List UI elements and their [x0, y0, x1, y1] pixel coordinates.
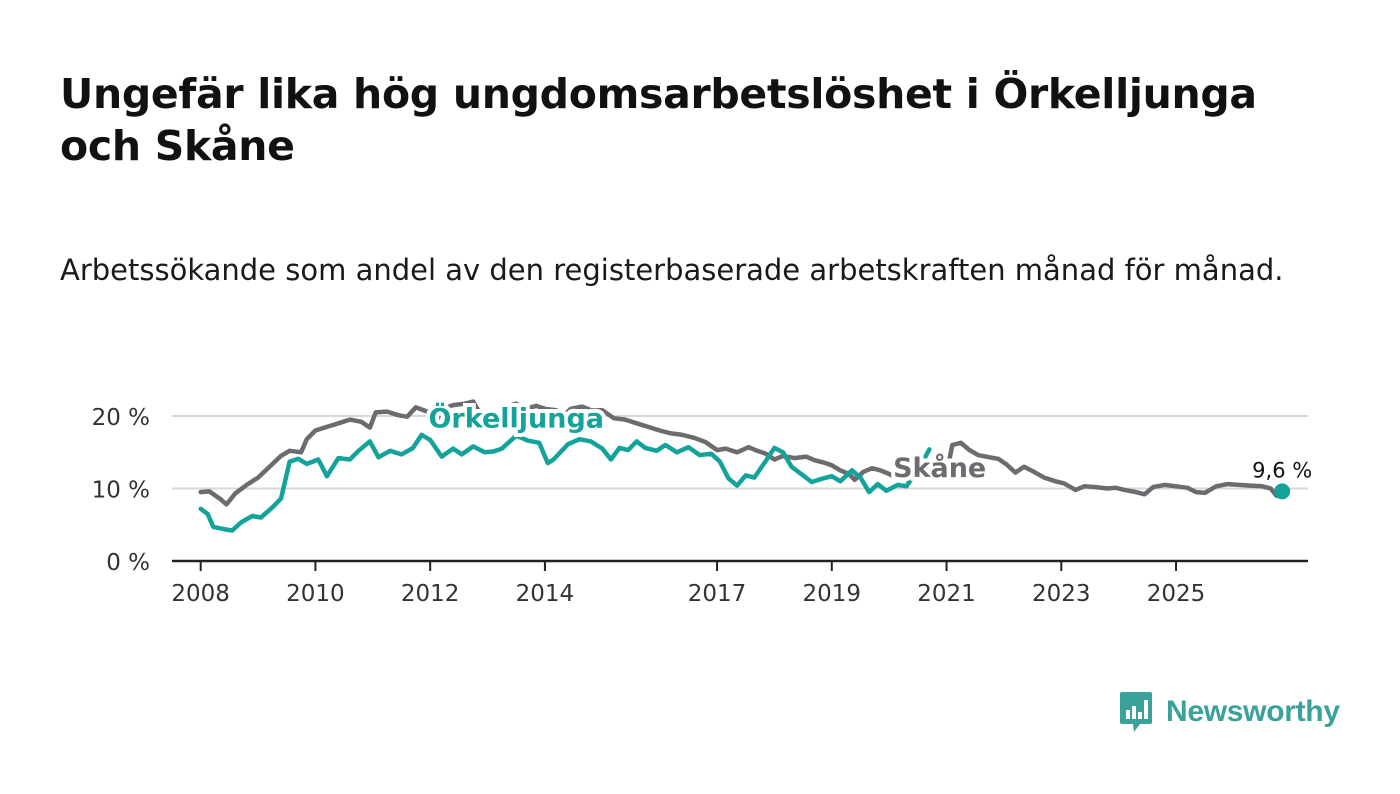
newsworthy-logo-icon — [1120, 692, 1152, 732]
series-label-örkelljunga: Örkelljunga — [428, 402, 604, 435]
x-tick-label: 2021 — [917, 581, 976, 607]
y-tick-label: 10 % — [92, 478, 150, 504]
newsworthy-logo-text: Newsworthy — [1166, 695, 1340, 728]
x-tick-label: 2008 — [171, 581, 230, 607]
series-line-skåne — [198, 399, 1279, 507]
x-tick-label: 2014 — [516, 581, 575, 607]
x-tick-label: 2012 — [401, 581, 460, 607]
end-value-label: 9,6 % — [1252, 458, 1312, 482]
end-value-marker — [1274, 483, 1291, 500]
series-label-skåne: Skåne — [893, 452, 986, 484]
chart-subtitle: Arbetssökande som andel av den registerb… — [60, 253, 1284, 287]
series-lines — [198, 399, 1279, 533]
chart-title: Ungefär lika hög ungdomsarbetslöshet i Ö… — [60, 70, 1257, 170]
x-axis: 2008 2010 2012 2014 2017 2019 2021 2023 2025 — [171, 559, 1308, 607]
x-tick-label: 2010 — [286, 581, 345, 607]
x-tick-label: 2023 — [1032, 581, 1091, 607]
x-tick-label: 2025 — [1147, 581, 1206, 607]
series-line-örkelljunga — [198, 432, 932, 533]
x-tick-label: 2019 — [803, 581, 862, 607]
y-tick-label: 20 % — [92, 405, 150, 431]
y-axis-ticks: 0 % 10 % 20 % — [92, 405, 150, 576]
series-labels: Örkelljunga Skåne 9,6 % — [424, 398, 1315, 500]
y-tick-label: 0 % — [106, 550, 150, 576]
newsworthy-logo[interactable]: Newsworthy — [1118, 690, 1340, 734]
x-tick-label: 2017 — [688, 581, 747, 607]
